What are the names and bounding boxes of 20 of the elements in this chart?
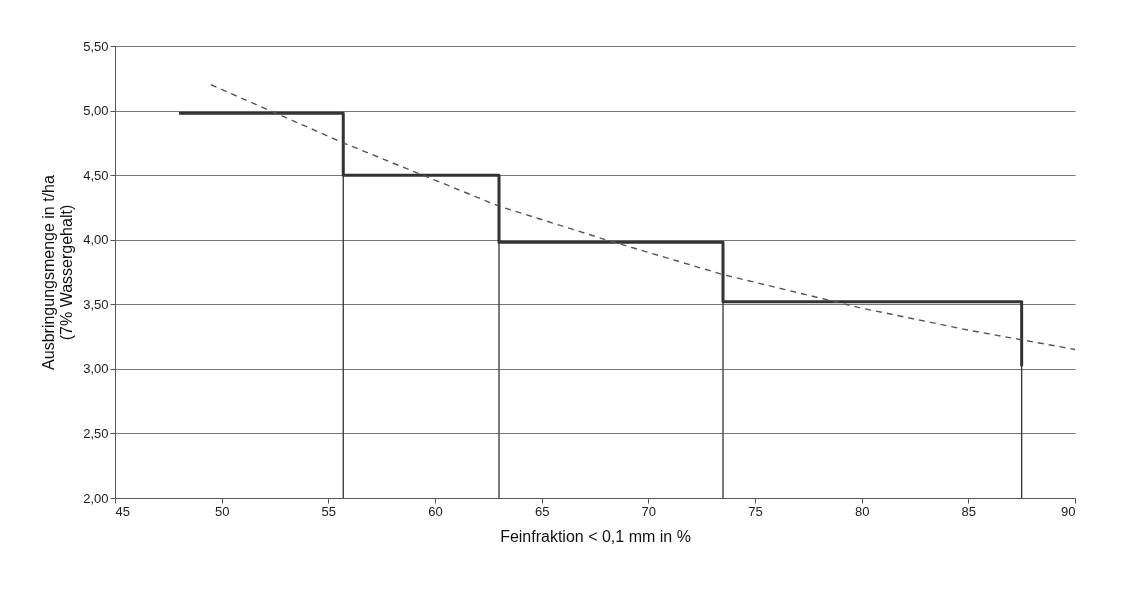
x-tick-label: 60 bbox=[428, 503, 443, 519]
x-tick-label: 85 bbox=[961, 503, 977, 519]
y-tick-label: 5,00 bbox=[83, 103, 109, 119]
x-tick-label: 70 bbox=[641, 503, 657, 519]
x-tick-label: 55 bbox=[321, 503, 337, 519]
y-tick-label: 3,50 bbox=[83, 296, 109, 312]
x-tick-label: 45 bbox=[115, 503, 130, 519]
y-tick-label: 4,00 bbox=[83, 232, 109, 248]
x-tick-label: 75 bbox=[748, 503, 763, 519]
y-axis-title: Ausbringungsmenge in t/ha (7% Wassergehalt) bbox=[40, 175, 76, 370]
y-tick-label: 2,50 bbox=[83, 425, 109, 441]
x-tick-label: 65 bbox=[534, 503, 550, 519]
x-tick-label: 50 bbox=[214, 503, 230, 519]
y-tick-label: 5,50 bbox=[83, 38, 109, 54]
y-tick-label: 3,00 bbox=[83, 361, 109, 377]
y-tick-label: 2,00 bbox=[83, 490, 109, 506]
y-tick-label: 4,50 bbox=[83, 167, 109, 183]
x-axis-title: Feinfraktion < 0,1 mm in % bbox=[500, 527, 691, 545]
x-tick-label: 80 bbox=[854, 503, 870, 519]
x-tick-label: 90 bbox=[1061, 503, 1076, 519]
